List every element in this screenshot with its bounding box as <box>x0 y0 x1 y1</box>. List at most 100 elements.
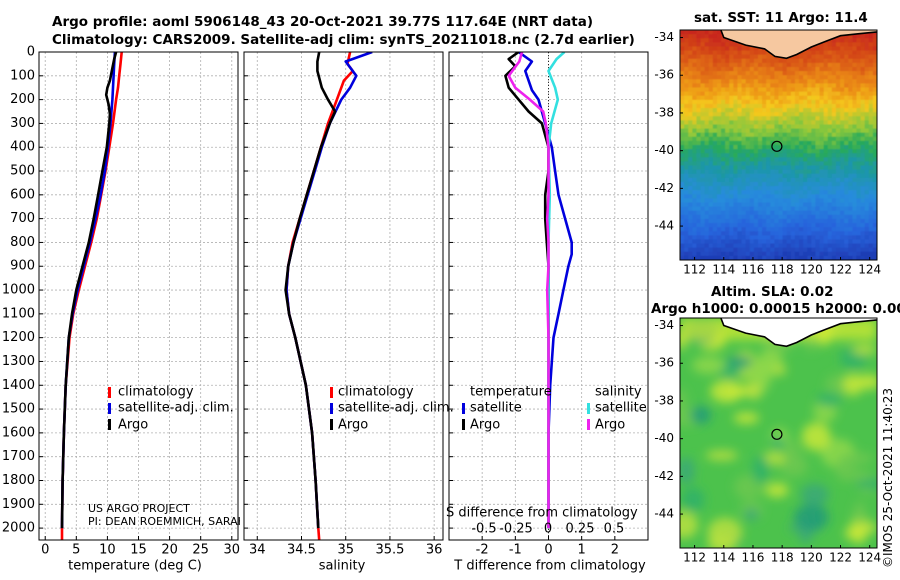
sst-cell <box>741 181 747 187</box>
sst-cell <box>753 153 759 158</box>
sst-cell <box>680 243 685 249</box>
sst-cell <box>815 190 821 195</box>
sst-cell <box>815 235 821 240</box>
sst-cell <box>696 235 702 240</box>
sst-cell <box>807 218 812 224</box>
sst-cell <box>807 71 812 76</box>
sst-cell <box>733 54 738 60</box>
sst-cell <box>852 235 857 240</box>
sst-cell <box>852 169 857 175</box>
sst-cell <box>819 243 825 249</box>
sst-cell <box>700 202 706 208</box>
sst-cell <box>725 108 730 113</box>
sst-cell <box>684 186 689 191</box>
sst-cell <box>840 173 845 179</box>
sst-cell <box>688 218 693 224</box>
sst-cell <box>799 112 804 117</box>
sst-cell <box>692 214 697 220</box>
sst-cell <box>856 46 862 52</box>
sst-cell <box>872 136 877 142</box>
sst-cell <box>770 247 775 253</box>
sst-cell <box>811 161 816 167</box>
sst-cell <box>790 120 796 125</box>
sst-cell <box>721 42 726 47</box>
sst-cell <box>716 194 722 199</box>
sst-cell <box>856 136 862 142</box>
sst-cell <box>721 66 726 72</box>
sst-cell <box>815 108 821 113</box>
sst-cell <box>684 149 689 154</box>
sst-cell <box>684 50 689 56</box>
sst-cell <box>848 112 853 117</box>
sst-cell <box>688 227 693 232</box>
sst-cell <box>692 161 697 167</box>
sst-cell <box>831 42 837 47</box>
sla-anomaly-blob <box>680 511 699 539</box>
sst-cell <box>799 99 804 105</box>
sst-cell <box>835 140 841 146</box>
sst-cell <box>840 75 845 80</box>
sst-cell <box>745 136 751 142</box>
sst-cell <box>749 71 755 76</box>
sst-cell <box>852 99 857 105</box>
sst-cell <box>696 190 702 195</box>
sst-cell <box>753 79 759 84</box>
sst-cell <box>864 120 870 125</box>
sst-cell <box>872 103 877 109</box>
sst-cell <box>848 190 853 195</box>
sst-cell <box>700 91 706 97</box>
sst-cell <box>749 66 755 72</box>
sst-cell <box>700 145 706 150</box>
sst-cell <box>831 153 837 158</box>
sst-cell <box>852 161 857 167</box>
sst-cell <box>864 206 870 212</box>
sst-cell <box>794 58 800 64</box>
x-tick-label: 36 <box>426 543 443 558</box>
sst-cell <box>684 177 689 183</box>
sst-cell <box>864 177 870 183</box>
sst-cell <box>840 177 845 183</box>
sst-cell <box>712 71 718 76</box>
sst-cell <box>729 190 734 195</box>
sst-cell <box>708 62 714 68</box>
sst-cell <box>868 95 874 101</box>
map-x-tick-label: 116 <box>742 263 765 277</box>
sst-cell <box>856 79 862 84</box>
sst-cell <box>803 54 808 60</box>
sst-cell <box>688 235 693 240</box>
sst-cell <box>799 136 804 142</box>
sst-cell <box>868 66 874 72</box>
sst-cell <box>725 149 730 154</box>
height-map-title: Argo h1000: 0.00015 h2000: 0.005 <box>651 301 900 317</box>
sst-cell <box>741 83 747 88</box>
sst-cell <box>704 116 710 121</box>
sst-cell <box>770 79 775 84</box>
sst-cell <box>680 83 685 88</box>
sst-cell <box>762 116 767 121</box>
map-x-tick-label: 118 <box>771 263 794 277</box>
sst-cell <box>815 181 821 187</box>
sst-cell <box>704 120 710 125</box>
sst-cell <box>799 95 804 101</box>
sst-cell <box>757 235 763 240</box>
sst-cell <box>803 194 808 199</box>
legend-sal-argo: Argo <box>595 418 625 433</box>
sst-cell <box>716 243 722 249</box>
sst-cell <box>680 75 685 80</box>
legend-swatch-satellite <box>108 403 111 414</box>
sst-cell <box>860 99 866 105</box>
sst-cell <box>749 145 755 150</box>
sst-cell <box>823 194 829 199</box>
sst-cell <box>680 169 685 175</box>
sst-cell <box>811 79 816 84</box>
sst-cell <box>733 95 738 101</box>
sst-cell <box>864 165 870 171</box>
sst-cell <box>860 46 866 52</box>
sst-cell <box>721 91 726 97</box>
sst-cell <box>741 79 747 84</box>
sst-cell <box>684 91 689 97</box>
sst-cell <box>778 210 784 216</box>
sst-cell <box>831 62 837 68</box>
sst-cell <box>700 214 706 220</box>
